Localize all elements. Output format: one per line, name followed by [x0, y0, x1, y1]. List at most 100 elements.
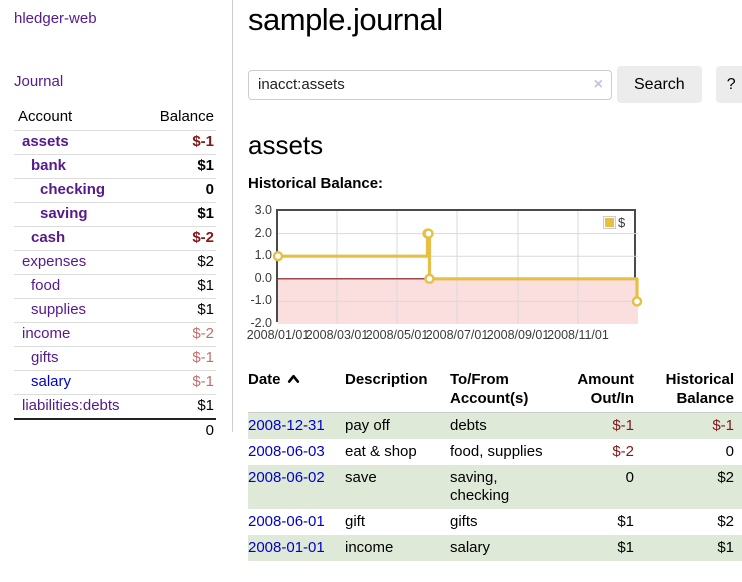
accounts-total-row: 0: [14, 418, 216, 443]
transaction-date-link[interactable]: 2008-06-03: [248, 443, 325, 460]
register-accounts: salary: [450, 539, 491, 556]
register-date-cell: 2008-06-03: [248, 439, 345, 465]
historical-balance-chart: $ 3.0 2.0 1.0 0.0 -1.0 -2.0 2008/01/01 2008/03/…: [247, 203, 742, 345]
register-description: gift: [345, 513, 366, 530]
account-balance: $-2: [143, 322, 216, 347]
account-balance: $1: [143, 154, 216, 179]
chart-plot-area: [272, 209, 643, 324]
x-axis-tick-label: 2008/01/01: [246, 328, 310, 342]
account-name-cell: food: [14, 274, 144, 299]
account-link[interactable]: food: [31, 277, 61, 294]
chart-title: Historical Balance:: [248, 175, 384, 192]
search-bar: × Search ?: [248, 66, 742, 103]
help-button[interactable]: ?: [715, 66, 742, 103]
register-accounts: food, supplies: [450, 443, 543, 460]
register-date-cell: 2008-12-31: [248, 413, 345, 440]
account-link[interactable]: income: [22, 325, 71, 342]
account-name-cell: supplies: [14, 298, 144, 323]
account-row: gifts $-1: [14, 346, 216, 371]
y-axis-tick-label: 1.0: [254, 248, 272, 263]
transaction-date-link[interactable]: 2008-06-01: [248, 513, 325, 530]
y-axis-tick-label: 0.0: [254, 270, 272, 285]
legend-label: $: [618, 215, 626, 230]
account-name-cell: cash: [14, 226, 144, 251]
account-row: expenses $2: [14, 250, 216, 275]
y-axis-tick-label: -1.0: [250, 293, 272, 308]
account-row: assets $-1: [14, 130, 216, 155]
search-input[interactable]: [248, 69, 612, 100]
account-balance: $1: [143, 298, 216, 323]
clear-search-icon[interactable]: ×: [593, 75, 603, 93]
register-description: income: [345, 539, 394, 556]
search-field-wrap: ×: [248, 69, 612, 100]
account-row: income $-2: [14, 322, 216, 347]
register-balance: $2: [717, 469, 734, 486]
account-link[interactable]: gifts: [31, 349, 59, 366]
account-link[interactable]: liabilities:debts: [22, 397, 120, 414]
register-table: Date Description To/From Account(s) Amou…: [248, 367, 742, 561]
search-button[interactable]: Search: [617, 66, 702, 103]
account-row: cash $-2: [14, 226, 216, 251]
account-name-cell: checking: [14, 178, 144, 203]
account-name-cell: gifts: [14, 346, 144, 371]
account-link[interactable]: checking: [40, 181, 106, 198]
transaction-date-link[interactable]: 2008-06-02: [248, 469, 325, 486]
register-description: save: [345, 469, 377, 486]
account-link[interactable]: bank: [31, 157, 67, 174]
account-link[interactable]: expenses: [22, 253, 87, 270]
register-date-cell: 2008-06-02: [248, 465, 345, 509]
y-axis-tick-label: 3.0: [254, 203, 272, 217]
account-balance: 0: [143, 178, 216, 203]
account-name-cell: income: [14, 322, 144, 347]
main-content: sample.journal × Search ? assets Histori…: [247, 0, 742, 561]
register-row: 2008-06-01 gift gifts $1 $2: [248, 509, 742, 535]
page-title: sample.journal: [248, 2, 443, 37]
account-row: salary $-1: [14, 370, 216, 395]
account-row: bank $1: [14, 154, 216, 179]
account-name-cell: salary: [14, 370, 144, 395]
account-row: checking 0: [14, 178, 216, 203]
account-link[interactable]: assets: [22, 133, 69, 150]
account-name-cell: expenses: [14, 250, 144, 275]
account-name-cell: bank: [14, 154, 144, 179]
accounts-total-balance: 0: [143, 418, 216, 443]
y-axis-tick-label: -2.0: [250, 316, 272, 330]
register-header-date-label: Date: [248, 371, 281, 388]
transaction-date-link[interactable]: 2008-01-01: [248, 539, 325, 556]
register-amount: $1: [617, 539, 634, 556]
account-row: saving $1: [14, 202, 216, 227]
register-header-amount: Amount Out/In: [557, 367, 642, 413]
account-link[interactable]: salary: [31, 373, 72, 390]
x-axis-tick-label: 2008/05/01: [365, 328, 429, 342]
register-row: 2008-06-02 save saving, checking 0 $2: [248, 465, 742, 509]
chart-legend: $: [603, 215, 625, 230]
register-header-description: Description: [345, 367, 450, 413]
register-header-date[interactable]: Date: [248, 367, 345, 413]
register-description: eat & shop: [345, 443, 417, 460]
account-link[interactable]: supplies: [31, 301, 87, 318]
sidebar: hledger-web Journal Account Balance asse…: [0, 0, 233, 443]
register-amount: 0: [625, 469, 634, 486]
register-date-cell: 2008-01-01: [248, 535, 345, 561]
register-amount: $1: [617, 513, 634, 530]
account-link[interactable]: saving: [40, 205, 88, 222]
x-axis-tick-label: 2008/03/01: [305, 328, 369, 342]
register-balance: 0: [725, 443, 734, 460]
register-balance: $2: [717, 513, 734, 530]
account-name-cell: saving: [14, 202, 144, 227]
account-balance: $1: [143, 274, 216, 299]
sort-ascending-icon: [287, 370, 300, 389]
account-row: food $1: [14, 274, 216, 299]
transaction-date-link[interactable]: 2008-12-31: [248, 417, 325, 434]
sidebar-item-journal[interactable]: Journal: [14, 73, 64, 90]
register-row: 2008-01-01 income salary $1 $1: [248, 535, 742, 561]
account-link[interactable]: cash: [31, 229, 66, 246]
register-accounts: gifts: [450, 513, 478, 530]
app-title-link[interactable]: hledger-web: [14, 10, 97, 27]
account-title: assets: [248, 130, 324, 160]
accounts-total-spacer: [14, 418, 144, 443]
account-row: liabilities:debts $1: [14, 394, 216, 419]
register-accounts: debts: [450, 417, 487, 434]
accounts-header-account: Account: [18, 108, 73, 125]
account-balance: $1: [143, 202, 216, 227]
